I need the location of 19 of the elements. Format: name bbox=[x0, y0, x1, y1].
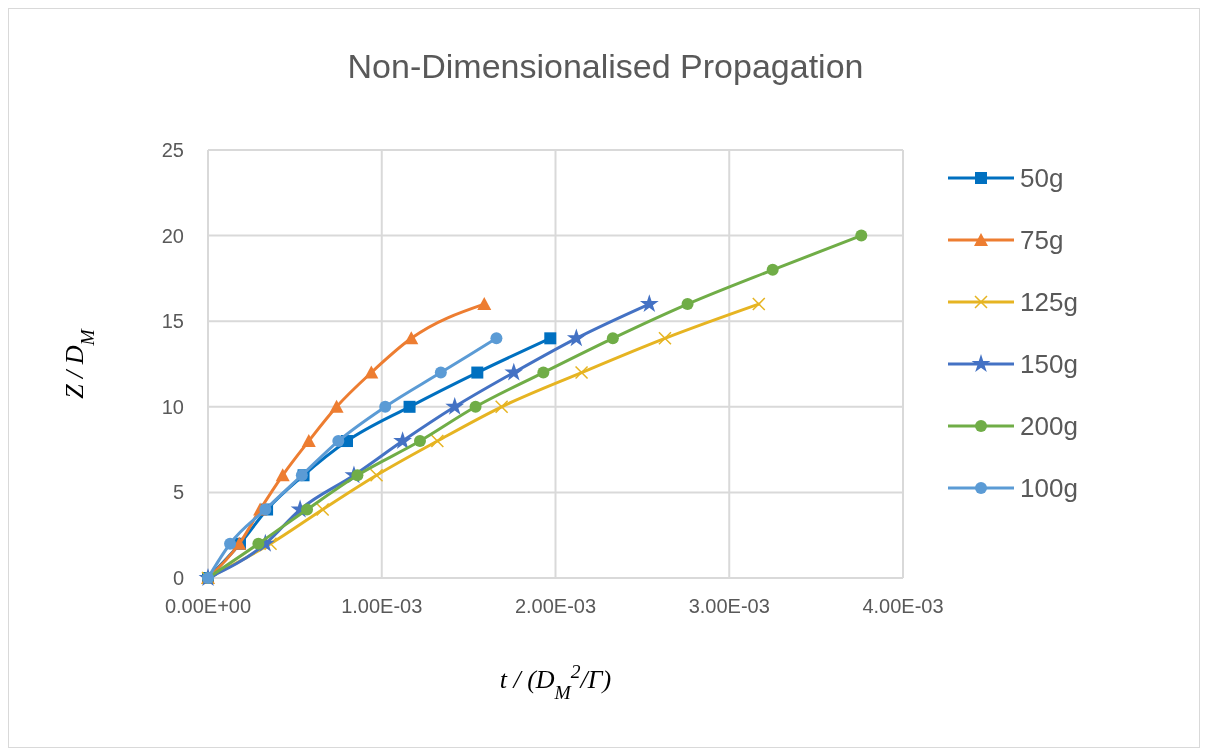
legend-label: 150g bbox=[1020, 349, 1078, 379]
legend-label: 125g bbox=[1020, 287, 1078, 317]
legend-label: 50g bbox=[1020, 163, 1064, 193]
x-tick-label: 2.00E-03 bbox=[514, 595, 597, 617]
legend-label: 200g bbox=[1020, 411, 1078, 441]
y-tick-label: 5 bbox=[172, 481, 184, 504]
x-tick-label: 0.00E+00 bbox=[164, 595, 252, 617]
legend-label: 100g bbox=[1020, 473, 1078, 503]
chart-title: Non-Dimensionalised Propagation bbox=[347, 47, 864, 85]
y-tick-label: 15 bbox=[161, 310, 184, 333]
x-tick-label: 1.00E-03 bbox=[341, 595, 423, 617]
y-tick-label: 10 bbox=[161, 395, 184, 418]
x-tick-label: 4.00E-03 bbox=[862, 595, 944, 617]
legend-label: 75g bbox=[1020, 225, 1064, 255]
y-tick-label: 25 bbox=[161, 139, 184, 161]
y-tick-label: 0 bbox=[172, 567, 184, 589]
x-tick-label: 3.00E-03 bbox=[688, 595, 770, 617]
x-axis-title: t / (D$_{M}$$^{2}$/Γ) bbox=[499, 660, 612, 703]
y-tick-label: 20 bbox=[161, 224, 184, 247]
